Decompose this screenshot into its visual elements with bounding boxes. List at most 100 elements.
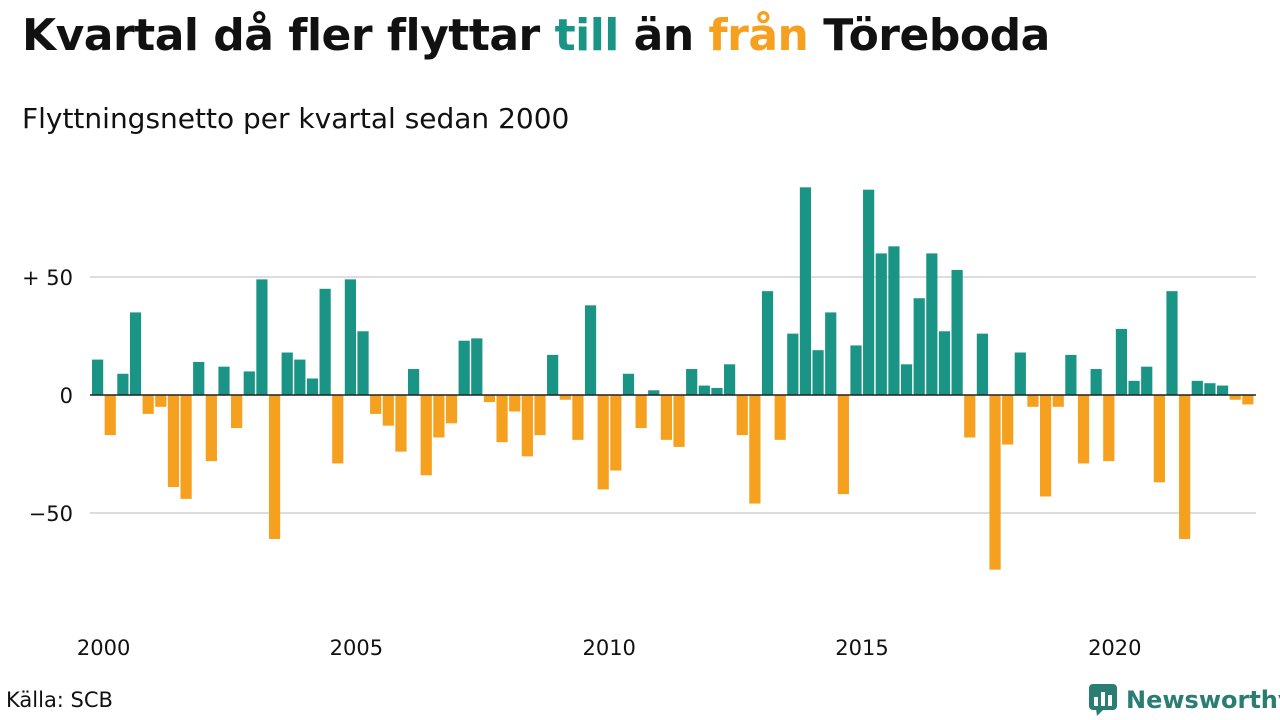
bar — [837, 395, 849, 495]
bar — [458, 340, 470, 395]
bar — [572, 395, 584, 440]
newsworthy-logo[interactable]: Newsworthy — [1088, 682, 1280, 718]
bar — [534, 395, 546, 436]
bar — [913, 298, 925, 395]
bar — [281, 352, 293, 395]
bar — [395, 395, 407, 452]
x-tick-label: 2010 — [582, 636, 635, 660]
bar — [1128, 380, 1140, 395]
bar — [420, 395, 432, 476]
bar — [559, 395, 571, 400]
bar — [900, 364, 913, 395]
bar — [774, 395, 786, 440]
bar — [521, 395, 533, 457]
bar — [268, 395, 281, 539]
bar — [1090, 369, 1102, 395]
bar — [825, 312, 837, 395]
bar — [445, 395, 458, 424]
x-tick-label: 2000 — [77, 636, 130, 660]
bar — [294, 359, 306, 395]
bar — [129, 312, 142, 395]
bar — [104, 395, 116, 436]
bar — [218, 366, 230, 395]
y-tick-label: + 50 — [22, 266, 73, 290]
bar — [863, 189, 875, 395]
bar — [698, 385, 710, 395]
bar — [1204, 383, 1216, 395]
bar — [471, 338, 483, 395]
y-tick-label: 0 — [60, 384, 73, 408]
bar — [256, 279, 268, 395]
bar — [686, 369, 698, 395]
x-tick-label: 2020 — [1088, 636, 1141, 660]
bar — [673, 395, 685, 447]
bar — [1077, 395, 1090, 464]
bar — [926, 253, 938, 395]
chart-title: Kvartal då fler flyttar till än från Tör… — [22, 10, 1050, 61]
bar — [180, 395, 192, 499]
bar — [332, 395, 344, 464]
newsworthy-brand-name: Newsworthy — [1126, 686, 1280, 714]
bar — [344, 279, 356, 395]
bar — [1179, 395, 1191, 539]
bar — [117, 373, 129, 395]
bar — [799, 187, 812, 395]
bar — [1229, 395, 1241, 400]
bar — [648, 390, 660, 395]
grid-layer — [90, 276, 1256, 514]
bar — [243, 371, 255, 395]
bar — [357, 331, 369, 395]
bar — [1141, 366, 1153, 395]
bar — [1153, 395, 1165, 483]
bar — [370, 395, 382, 414]
bar — [749, 395, 761, 504]
bar — [1103, 395, 1115, 462]
bar — [1166, 291, 1178, 395]
bar — [155, 395, 167, 407]
bar — [875, 253, 887, 395]
bar — [850, 345, 862, 395]
bar — [724, 364, 736, 395]
bar — [319, 288, 331, 395]
bar — [938, 331, 951, 395]
newsworthy-logo-icon — [1089, 684, 1117, 716]
bar — [433, 395, 445, 438]
bar — [142, 395, 154, 414]
bar — [408, 369, 420, 395]
bar — [989, 395, 1001, 570]
axis-layer: + 50 0 −50 2000 2005 2010 2015 2020 — [22, 266, 1256, 660]
y-tick-label: −50 — [29, 502, 73, 526]
bar — [92, 359, 104, 395]
title-part-end: Töreboda — [808, 10, 1050, 61]
bar — [1065, 354, 1077, 395]
bar — [1115, 328, 1128, 395]
bar — [888, 246, 900, 395]
source-note: Källa: SCB — [6, 688, 113, 712]
bar — [597, 395, 609, 490]
bar — [1027, 395, 1039, 407]
title-word-till: till — [554, 10, 620, 61]
bar — [509, 395, 521, 412]
bar — [1014, 352, 1026, 395]
bar — [167, 395, 180, 488]
x-tick-label: 2015 — [835, 636, 888, 660]
bar — [1216, 385, 1229, 395]
bar-layer — [92, 187, 1254, 570]
chart-subtitle: Flyttningsnetto per kvartal sedan 2000 — [22, 102, 570, 135]
bar — [964, 395, 976, 438]
bar — [193, 361, 205, 395]
bar — [382, 395, 394, 426]
bar — [1052, 395, 1064, 407]
bar — [231, 395, 243, 429]
title-part-middle: än — [618, 10, 709, 61]
bar — [951, 269, 963, 395]
bar — [635, 395, 647, 429]
bar — [660, 395, 672, 440]
bar — [1191, 380, 1203, 395]
bar — [1040, 395, 1052, 497]
bar — [812, 350, 824, 395]
bar — [976, 333, 988, 395]
title-part-start: Kvartal då fler flyttar — [22, 10, 555, 61]
bar — [1002, 395, 1014, 445]
bar-chart: + 50 0 −50 2000 2005 2010 2015 2020 — [22, 187, 1256, 660]
